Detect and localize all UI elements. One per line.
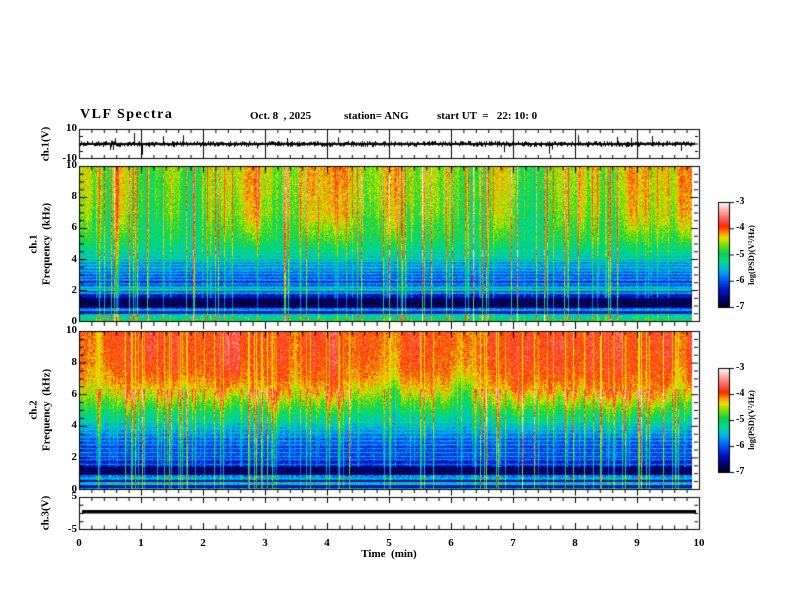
- colorbar2-tick-label: -5: [736, 414, 745, 425]
- x-tick-label: 8: [572, 537, 578, 549]
- x-axis-title: Time (min): [361, 548, 417, 560]
- ch1-spec-y-tick-label: 6: [71, 221, 78, 234]
- colorbar1-tick-label: -5: [736, 248, 745, 260]
- colorbar-ch1: [718, 202, 730, 308]
- colorbar1-tick-label: -4: [736, 222, 745, 234]
- ch1-spectrogram-panel: [79, 166, 699, 322]
- x-tick-label: 10: [693, 537, 705, 549]
- ch2-spectrogram-panel: [79, 331, 699, 490]
- header-station: station= ANG: [344, 110, 409, 122]
- figure-title: VLF Spectra: [80, 107, 174, 122]
- ch2-spec-y-tick-label: 10: [66, 324, 77, 336]
- x-tick-label: 9: [634, 537, 640, 549]
- ch1-spec-channel-label: ch.1: [27, 234, 40, 254]
- ch1-spec-y-tick-label: 2: [71, 283, 78, 296]
- ch2-spec-y-tick-label: 6: [71, 387, 78, 400]
- header-date: Oct. 8 , 2025: [250, 110, 312, 122]
- ch1-wave-y-tick-label: -10: [62, 152, 77, 164]
- colorbar1-tick-label: -3: [736, 196, 745, 207]
- ch1-waveform-panel: [79, 129, 699, 159]
- colorbar1-tick-label: -6: [736, 274, 745, 286]
- ch1-spec-y-tick-label: 4: [71, 252, 78, 265]
- ch3-wave-y-tick-label: -5: [67, 523, 77, 535]
- ch2-spec-y-tick-label: 4: [71, 419, 78, 432]
- ch1-spec-axis-label: Frequency (kHz): [40, 202, 53, 286]
- x-tick-label: 5: [386, 537, 392, 549]
- x-tick-label: 1: [138, 537, 144, 549]
- ch2-spec-channel-label: ch.2: [27, 400, 40, 420]
- colorbar2-tick-label: -6: [736, 440, 745, 451]
- header-start-ut: start UT = 22: 10: 0: [437, 110, 538, 122]
- ch1-wave-y-tick-label: 10: [66, 122, 77, 134]
- ch1-spec-y-tick-label: 0: [71, 315, 78, 327]
- ch3-wave-y-tick-label: 5: [71, 490, 78, 502]
- x-tick-label: 6: [448, 537, 454, 549]
- ch1-spec-y-tick-label: 10: [66, 159, 77, 171]
- ch3-waveform-panel: [79, 497, 699, 530]
- ch2-spec-y-tick-label: 0: [71, 483, 78, 495]
- ch1-wave-y-label: ch.1(V): [39, 126, 52, 162]
- x-tick-label: 3: [262, 537, 268, 549]
- x-tick-label: 2: [200, 537, 206, 549]
- colorbar1-tick-label: -7: [736, 301, 745, 312]
- colorbar2-tick-label: -3: [736, 362, 745, 373]
- ch2-spec-y-tick-label: 2: [71, 451, 78, 464]
- x-tick-label: 7: [510, 537, 516, 549]
- ch2-spec-axis-label: Frequency (kHz): [40, 368, 53, 452]
- colorbar2-tick-label: -4: [736, 388, 745, 399]
- colorbar2-tick-label: -7: [736, 466, 745, 477]
- x-tick-label: 0: [76, 537, 82, 549]
- ch1-spec-y-tick-label: 8: [71, 190, 78, 203]
- ch2-spec-y-tick-label: 8: [71, 355, 78, 368]
- colorbar-ch2: [718, 368, 730, 473]
- ch3-wave-y-label: ch.3(V): [39, 495, 52, 531]
- x-tick-label: 4: [324, 537, 330, 549]
